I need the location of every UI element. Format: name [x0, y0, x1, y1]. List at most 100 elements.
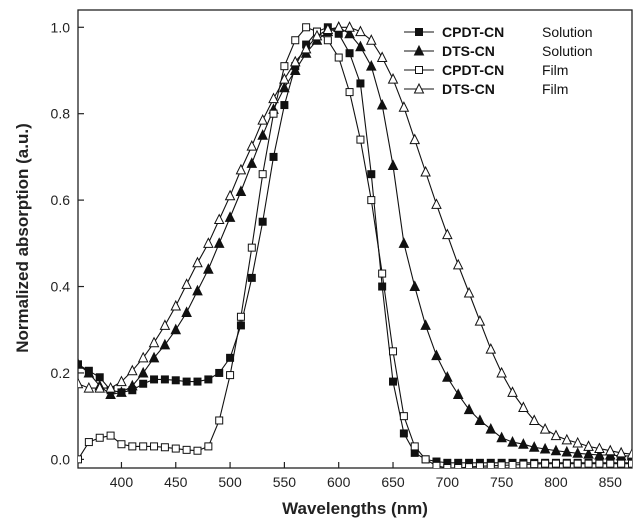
- data-point: [365, 34, 377, 45]
- data-point: [204, 375, 213, 384]
- data-point: [160, 375, 169, 384]
- data-point: [300, 42, 312, 54]
- data-point: [431, 198, 442, 209]
- data-point: [454, 464, 463, 468]
- data-point: [117, 440, 126, 449]
- series-2: [78, 23, 632, 468]
- y-tick-label: 1.0: [51, 19, 71, 35]
- data-point: [235, 163, 247, 175]
- series-line: [78, 26, 632, 464]
- data-point: [442, 228, 453, 240]
- series-line: [78, 26, 632, 455]
- data-point: [376, 51, 388, 63]
- data-point: [604, 444, 616, 456]
- data-point: [541, 459, 550, 468]
- data-point: [463, 403, 475, 415]
- data-point: [193, 377, 202, 386]
- legend-series-name: CPDT-CN: [442, 24, 504, 40]
- data-point: [465, 463, 474, 468]
- data-point: [236, 321, 245, 330]
- x-tick-label: 500: [218, 474, 242, 490]
- data-point: [78, 358, 84, 369]
- data-point: [367, 196, 376, 205]
- data-point: [311, 29, 323, 41]
- data-point: [192, 284, 203, 296]
- data-point: [518, 438, 529, 449]
- legend-item: CPDT-CN Solution: [404, 24, 593, 40]
- data-point: [78, 455, 82, 464]
- data-point: [387, 73, 399, 84]
- data-point: [171, 444, 180, 453]
- data-point: [365, 60, 377, 71]
- data-point: [226, 371, 235, 380]
- data-point: [443, 464, 452, 468]
- data-point: [333, 21, 345, 32]
- legend-item: DTS-CN Solution: [404, 43, 593, 59]
- data-point: [528, 441, 540, 452]
- data-point: [398, 101, 410, 112]
- data-point: [551, 459, 560, 468]
- data-point: [280, 101, 289, 110]
- data-point: [170, 299, 182, 311]
- legend-item: CPDT-CN Film: [404, 62, 568, 78]
- legend-series-suffix: Film: [542, 81, 568, 97]
- data-point: [224, 189, 236, 201]
- data-point: [378, 282, 387, 291]
- data-point: [127, 379, 138, 391]
- x-axis-title: Wavelengths (nm): [282, 499, 428, 518]
- data-point: [279, 81, 290, 93]
- legend-marker: [413, 82, 425, 94]
- data-point: [594, 448, 605, 460]
- data-point: [78, 377, 84, 389]
- legend-series-suffix: Solution: [542, 43, 593, 59]
- x-tick-label: 600: [327, 474, 351, 490]
- data-point: [116, 386, 127, 397]
- data-point: [539, 442, 551, 454]
- data-point: [367, 170, 376, 179]
- data-point: [215, 368, 224, 377]
- data-point: [530, 460, 539, 468]
- data-point: [269, 152, 278, 161]
- x-tick-label: 450: [164, 474, 188, 490]
- data-point: [94, 381, 106, 393]
- data-point: [181, 278, 192, 289]
- data-point: [204, 442, 213, 451]
- series-line: [78, 26, 632, 468]
- data-point: [617, 459, 626, 468]
- data-point: [159, 319, 171, 330]
- data-point: [344, 21, 355, 32]
- series-line: [78, 26, 632, 457]
- x-tick-label: 850: [599, 474, 623, 490]
- data-point: [268, 92, 279, 104]
- data-point: [95, 373, 104, 382]
- data-point: [507, 435, 518, 447]
- data-point: [519, 460, 528, 468]
- data-point: [410, 448, 419, 457]
- data-point: [181, 306, 192, 317]
- data-point: [431, 349, 442, 361]
- data-point: [106, 431, 115, 440]
- data-point: [345, 49, 354, 58]
- data-point: [279, 73, 290, 84]
- data-point: [215, 416, 224, 425]
- data-point: [105, 381, 116, 393]
- data-point: [257, 114, 268, 125]
- data-point: [626, 448, 632, 459]
- data-point: [291, 36, 300, 45]
- data-point: [213, 237, 225, 248]
- data-point: [137, 351, 149, 363]
- data-point: [573, 459, 582, 468]
- y-tick-label: 0.0: [51, 451, 71, 467]
- data-point: [203, 263, 214, 274]
- data-point: [235, 185, 247, 196]
- data-point: [160, 443, 169, 452]
- data-point: [356, 79, 365, 88]
- legend-series-suffix: Film: [542, 62, 568, 78]
- legend-label: CPDT-CN Solution: [442, 24, 593, 40]
- x-tick-label: 400: [110, 474, 134, 490]
- data-point: [356, 135, 365, 144]
- data-point: [139, 379, 148, 388]
- data-point: [420, 319, 431, 330]
- data-point: [105, 388, 116, 400]
- data-point: [452, 258, 464, 270]
